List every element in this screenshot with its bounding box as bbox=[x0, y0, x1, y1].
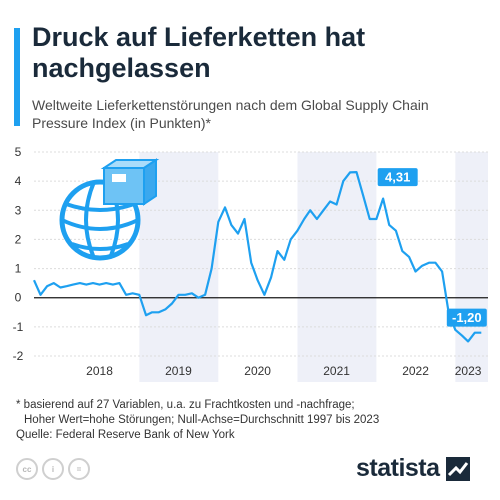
chart-title: Druck auf Lieferketten hat nachgelassen bbox=[32, 22, 366, 83]
x-tick-label: 2021 bbox=[323, 364, 350, 378]
footnote-line-2: Hoher Wert=hohe Störungen; Null-Achse=Du… bbox=[24, 414, 380, 426]
source-line: Quelle: Federal Reserve Bank of New York bbox=[16, 429, 235, 441]
cc-icon[interactable]: cc bbox=[16, 458, 38, 480]
statista-brand[interactable]: statista bbox=[356, 454, 470, 483]
y-tick-label: 4 bbox=[15, 174, 22, 188]
y-tick-label: -1 bbox=[13, 320, 24, 334]
y-tick-label: 0 bbox=[15, 291, 22, 305]
x-tick-label: 2020 bbox=[244, 364, 271, 378]
svg-text:-1,20: -1,20 bbox=[452, 310, 482, 325]
y-tick-label: 2 bbox=[15, 232, 22, 246]
chart-subtitle: Weltweite Lieferkettenstörungen nach dem… bbox=[32, 97, 429, 131]
data-label: -1,20 bbox=[446, 308, 487, 327]
x-tick-label: 2019 bbox=[165, 364, 192, 378]
data-label: 4,31 bbox=[377, 168, 418, 187]
year-band bbox=[297, 152, 377, 382]
footnote-line-1: * basierend auf 27 Variablen, u.a. zu Fr… bbox=[16, 399, 355, 411]
x-tick-label: 2022 bbox=[402, 364, 429, 378]
brand-name: statista bbox=[356, 454, 440, 482]
footnote: * basierend auf 27 Variablen, u.a. zu Fr… bbox=[16, 398, 486, 443]
equals-icon[interactable]: = bbox=[68, 458, 90, 480]
y-tick-label: 5 bbox=[15, 145, 22, 159]
series-line bbox=[32, 170, 482, 343]
license-icons: cc i = bbox=[16, 458, 90, 480]
y-tick-label: 3 bbox=[15, 203, 22, 217]
accent-bar bbox=[14, 28, 20, 126]
x-tick-label: 2023 bbox=[455, 364, 482, 378]
svg-text:4,31: 4,31 bbox=[385, 170, 410, 185]
statista-logo-icon bbox=[445, 456, 470, 481]
x-tick-label: 2018 bbox=[86, 364, 113, 378]
attribution-icon[interactable]: i bbox=[42, 458, 64, 480]
y-tick-label: 1 bbox=[15, 262, 22, 276]
line-chart: 5 4 3 2 1 0 -1 -2 2018 2019 2020 2021 2022 2023 4,31… bbox=[13, 145, 488, 382]
y-tick-label: -2 bbox=[13, 349, 24, 363]
year-band bbox=[455, 152, 488, 382]
globe-package-icon bbox=[59, 158, 160, 261]
